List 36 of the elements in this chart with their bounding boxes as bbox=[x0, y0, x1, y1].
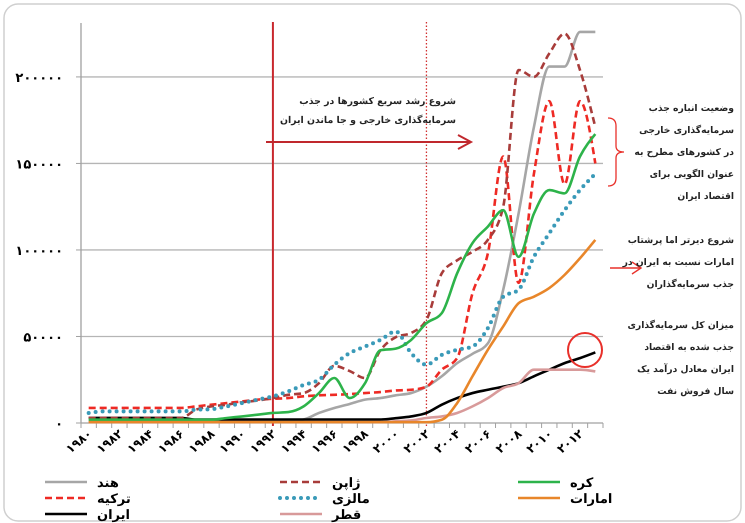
legend-label: امارات bbox=[570, 492, 612, 507]
legend-label: قطر bbox=[331, 508, 362, 523]
x-tick-label: ۱۹۸۴ bbox=[124, 426, 156, 456]
text: میزان کل سرمایه‌گذاری جذب شده به اقتصاد ایران معادل درآمد یک سال فروش نفت bbox=[627, 319, 734, 397]
legend-label: کره bbox=[570, 476, 594, 491]
x-tick-label: ۲۰۱۰ bbox=[524, 426, 556, 456]
x-tick-label: ۲۰۰۶ bbox=[462, 426, 494, 456]
text: شروع دیرتر اما پرشتاب امارات نسبت به ایران در جذب سرمایه‌گذاران bbox=[622, 235, 734, 290]
x-tick-label: ۱۹۸۰ bbox=[63, 426, 95, 456]
legend-label: ژاپن bbox=[332, 476, 361, 491]
x-tick-label: ۱۹۸۲ bbox=[94, 426, 126, 456]
y-tick-label: ۱۵۰۰۰۰ bbox=[15, 157, 63, 172]
x-tick-label: ۱۹۹۰ bbox=[216, 426, 248, 456]
legend-label: مالزی bbox=[332, 492, 370, 507]
x-tick-label: ۲۰۰۴ bbox=[432, 426, 464, 456]
y-tick-label: ۱۰۰۰۰۰ bbox=[15, 244, 63, 259]
x-tick-label: ۲۰۱۲ bbox=[554, 426, 586, 456]
y-tick-label: ۲۰۰۰۰۰ bbox=[15, 70, 63, 86]
legend-label: ترکیه bbox=[97, 492, 131, 507]
x-tick-label: ۲۰۰۲ bbox=[400, 426, 433, 456]
x-tick-label: ۱۹۸۶ bbox=[155, 426, 187, 456]
line-series bbox=[87, 238, 597, 424]
x-tick-label: ۲۰۰۰ bbox=[370, 426, 402, 456]
x-tick-label: ۲۰۰۸ bbox=[493, 426, 526, 456]
x-tick-label: ۱۹۹۶ bbox=[308, 426, 340, 456]
line-series bbox=[86, 172, 598, 415]
text: وضعیت انباره جذب سرمایه‌گذاری خارجی در کشورهای مطرح به عنوان الگویی برای اقتصاد ایران bbox=[634, 103, 734, 202]
x-tick-label: ۱۹۹۲ bbox=[247, 426, 280, 456]
y-tick-label: ۵۰۰۰۰ bbox=[23, 330, 63, 346]
legend-label: ایران bbox=[97, 508, 130, 523]
legend-label: هند bbox=[97, 476, 119, 491]
x-tick-label: ۱۹۹۴ bbox=[278, 426, 310, 456]
y-tick-label: ۰ bbox=[55, 417, 63, 432]
annotation: شروع رشد سریع کشورها در جذب سرمایه‌گذاری خارجی و جا ماندن ایران bbox=[280, 96, 456, 126]
x-tick-label: ۱۹۸۸ bbox=[186, 426, 218, 456]
x-tick-label: ۱۹۹۸ bbox=[340, 426, 372, 456]
